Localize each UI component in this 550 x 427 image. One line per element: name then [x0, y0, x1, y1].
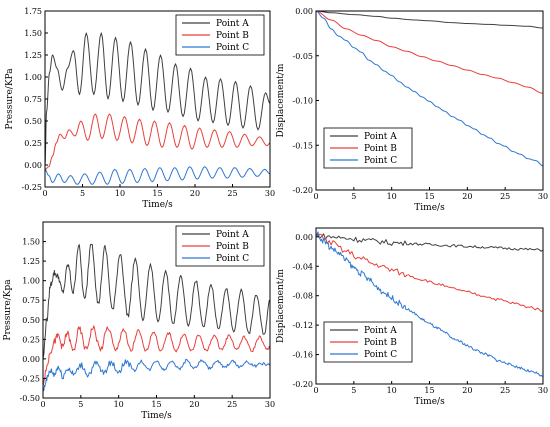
y-tick-label: 1.50 — [22, 238, 40, 247]
x-tick-label: 30 — [265, 400, 275, 409]
y-tick-label: 1.00 — [22, 277, 40, 286]
x-tick-label: 5 — [351, 386, 356, 395]
legend-label: Point B — [216, 31, 249, 41]
chart-panel-top-right: 0 5 10 15 20 25 30 -0.20 -0.15 -0.10 -0.05 0.00 Time… — [276, 7, 548, 213]
x-tick-label: 25 — [500, 386, 510, 395]
x-tick-label: 10 — [387, 192, 397, 201]
series-line-point-b — [315, 233, 544, 312]
series-line-point-b — [44, 113, 271, 170]
legend-label: Point A — [364, 326, 397, 336]
series-line-point-c — [315, 231, 544, 378]
legend: Point A Point B Point C — [323, 321, 413, 363]
y-tick-label: -0.04 — [292, 262, 313, 271]
y-tick-label: 0.00 — [295, 7, 313, 16]
y-tick-label: 1.25 — [22, 257, 40, 266]
x-tick-label: 0 — [313, 192, 318, 201]
y-tick-label: 0.00 — [24, 161, 42, 170]
y-tick-label: -0.20 — [292, 380, 313, 389]
x-axis-label: Time/s — [414, 203, 445, 213]
y-tick-label: 0.50 — [24, 117, 42, 126]
chart-panel-top-left: 0 5 10 15 20 25 30 -0.25 0.00 0.25 0.50 0.75 1.00 1.2… — [5, 7, 275, 210]
x-tick-label: 20 — [189, 400, 199, 409]
y-tick-label: -0.15 — [292, 141, 313, 150]
y-tick-label: 1.50 — [24, 29, 42, 38]
x-tick-label: 5 — [351, 192, 356, 201]
y-tick-label: -0.50 — [19, 394, 40, 403]
x-tick-label: 0 — [42, 189, 47, 198]
y-tick-label: 0.00 — [22, 355, 40, 364]
y-axis-label: Displacement/m — [276, 269, 286, 343]
legend-label: Point C — [364, 350, 397, 360]
y-tick-label: -0.10 — [292, 97, 313, 106]
y-tick-label: -0.05 — [292, 52, 313, 61]
y-tick-label: 0.25 — [24, 139, 42, 148]
x-tick-label: 15 — [151, 400, 161, 409]
y-tick-label: 0.50 — [22, 316, 40, 325]
legend-label: Point B — [364, 338, 397, 348]
x-axis-label: Time/s — [142, 200, 173, 210]
y-tick-label: -0.20 — [292, 186, 313, 195]
series-line-point-a — [42, 243, 271, 360]
chart-panel-bottom-right: 0 5 10 15 20 25 30 -0.20 -0.16 -0.12 -0.08 -0.04 0.0… — [276, 227, 548, 407]
series-line-point-b — [315, 10, 544, 94]
x-tick-label: 20 — [462, 386, 472, 395]
x-tick-label: 10 — [115, 189, 125, 198]
legend: Point A Point B Point C — [175, 14, 265, 56]
y-tick-label: -0.16 — [292, 351, 313, 360]
y-tick-label: 0.25 — [22, 335, 40, 344]
series-line-point-a — [315, 233, 544, 252]
legend-label: Point C — [364, 156, 397, 166]
legend-label: Point C — [216, 254, 249, 264]
y-axis-label: Displacement/m — [276, 63, 286, 137]
series-line-point-a — [44, 32, 271, 166]
x-tick-label: 10 — [387, 386, 397, 395]
series-line-point-c — [44, 166, 271, 185]
x-tick-label: 15 — [424, 386, 434, 395]
y-tick-label: 1.00 — [24, 73, 42, 82]
x-tick-label: 20 — [190, 189, 200, 198]
y-tick-label: 1.75 — [24, 7, 42, 16]
legend-label: Point C — [216, 43, 249, 53]
legend-label: Point B — [216, 242, 249, 252]
legend-label: Point A — [216, 230, 249, 240]
x-tick-label: 30 — [538, 192, 548, 201]
legend: Point A Point B Point C — [175, 225, 265, 267]
x-tick-label: 5 — [78, 400, 83, 409]
x-tick-label: 10 — [114, 400, 124, 409]
x-tick-label: 30 — [265, 189, 275, 198]
legend-label: Point A — [364, 132, 397, 142]
y-tick-label: 0.75 — [24, 95, 42, 104]
series-line-point-c — [315, 10, 544, 167]
x-axis-label: Time/s — [141, 411, 172, 421]
y-tick-label: -0.12 — [292, 321, 313, 330]
x-tick-label: 20 — [462, 192, 472, 201]
y-tick-label: 0.00 — [295, 233, 313, 242]
y-tick-label: -0.25 — [21, 183, 42, 192]
x-tick-label: 25 — [500, 192, 510, 201]
x-tick-label: 15 — [424, 192, 434, 201]
series-line-point-a — [315, 10, 544, 29]
y-axis-label: Pressure/Kpa — [3, 279, 13, 341]
x-tick-label: 25 — [227, 400, 237, 409]
x-tick-label: 5 — [80, 189, 85, 198]
x-tick-label: 30 — [538, 386, 548, 395]
x-tick-label: 25 — [227, 189, 237, 198]
x-tick-label: 0 — [40, 400, 45, 409]
y-tick-label: 0.75 — [22, 296, 40, 305]
x-tick-label: 15 — [152, 189, 162, 198]
y-tick-label: -0.25 — [19, 374, 40, 383]
x-tick-label: 0 — [313, 386, 318, 395]
series-line-point-c — [42, 358, 271, 393]
legend-label: Point B — [364, 144, 397, 154]
x-axis-label: Time/s — [414, 397, 445, 407]
legend-label: Point A — [216, 19, 249, 29]
y-axis-label: Pressure/KPa — [5, 68, 15, 130]
y-tick-label: -0.08 — [292, 292, 313, 301]
chart-panel-bottom-left: 0 5 10 15 20 25 30 -0.50 -0.25 0.00 0.25 0.50 0.75 1.… — [3, 221, 275, 421]
series-line-point-b — [42, 325, 271, 385]
y-tick-label: 1.25 — [24, 51, 42, 60]
legend: Point A Point B Point C — [323, 127, 413, 169]
